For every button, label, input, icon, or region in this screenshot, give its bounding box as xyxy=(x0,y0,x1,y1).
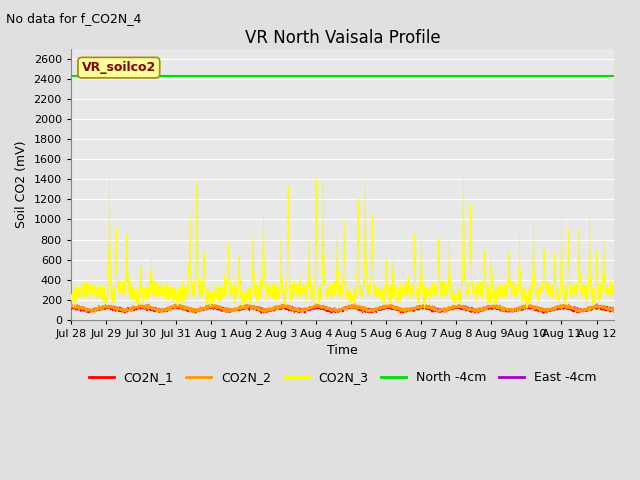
Legend: CO2N_1, CO2N_2, CO2N_3, North -4cm, East -4cm: CO2N_1, CO2N_2, CO2N_3, North -4cm, East… xyxy=(83,366,602,389)
Title: VR North Vaisala Profile: VR North Vaisala Profile xyxy=(244,29,440,48)
Text: No data for f_CO2N_4: No data for f_CO2N_4 xyxy=(6,12,142,25)
Text: VR_soilco2: VR_soilco2 xyxy=(82,61,156,74)
X-axis label: Time: Time xyxy=(327,344,358,357)
Y-axis label: Soil CO2 (mV): Soil CO2 (mV) xyxy=(15,141,28,228)
